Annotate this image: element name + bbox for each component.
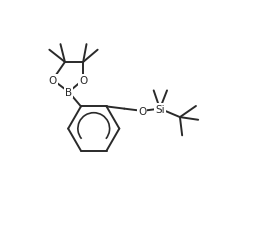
Text: B: B <box>65 88 72 98</box>
Text: O: O <box>49 75 57 85</box>
Text: Si: Si <box>155 104 165 114</box>
Text: O: O <box>138 106 146 116</box>
Text: O: O <box>79 75 87 85</box>
